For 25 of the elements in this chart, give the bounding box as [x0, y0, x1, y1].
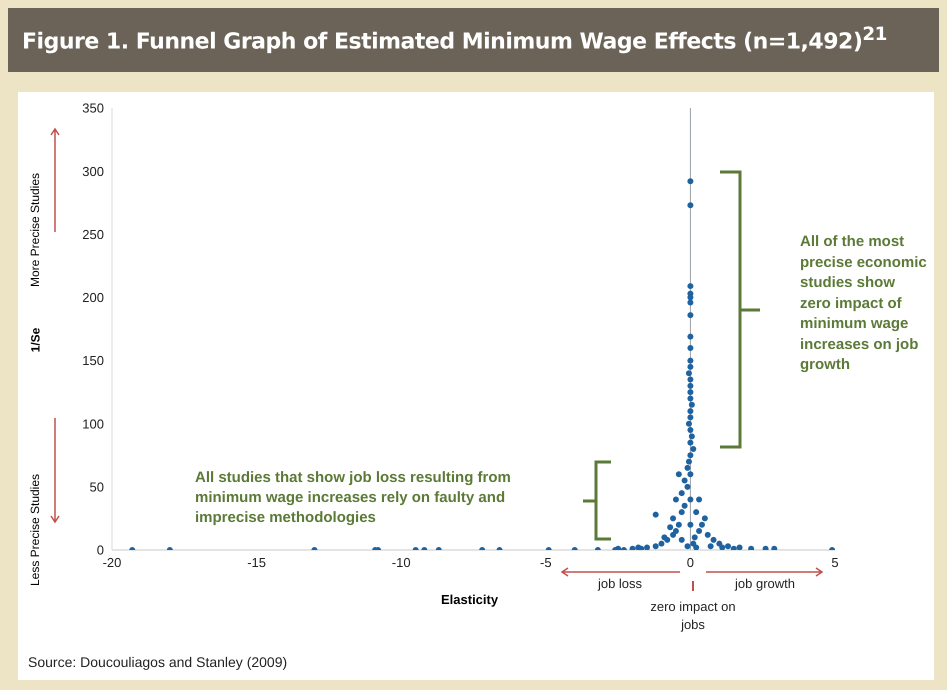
x-tick-label: -20 — [102, 555, 122, 570]
text: job growth — [734, 576, 796, 591]
text: job loss — [596, 576, 644, 591]
y-tick-label: 0 — [96, 542, 104, 558]
text: zero impact on jobs — [649, 598, 737, 634]
y-tick-label: 100 — [82, 416, 104, 432]
y-tick-label: 200 — [82, 290, 104, 306]
x-tick-label: -5 — [540, 555, 552, 570]
x-tick-label: 0 — [686, 555, 694, 570]
y-tick-label: 350 — [82, 100, 104, 116]
annotation: All studies that show job loss resulting from minimum wage increases rely on faulty and imprecise methodologies — [195, 468, 512, 528]
y-tick-label: 300 — [82, 164, 104, 179]
x-axis-title: Elasticity — [441, 592, 498, 607]
source-note: Source: Doucouliagos and Stanley (2009) — [28, 654, 288, 670]
annotation: All of the most precise economic studies show zero impact of minimum wage increases on job growth — [800, 232, 928, 375]
x-tick-label: -10 — [392, 555, 411, 570]
text: Less Precise Studies — [28, 474, 42, 586]
y-tick-label: 50 — [90, 479, 104, 494]
x-tick-label: -15 — [247, 555, 266, 570]
text: More Precise Studies — [28, 172, 42, 288]
y-axis-title: 1/Se — [28, 328, 42, 352]
y-tick-label: 150 — [82, 353, 104, 368]
chart-title: Figure 1. Funnel Graph of Estimated Minimum Wage Effects (n=1,492)$^{21}$ — [22, 24, 887, 54]
x-tick-label: 5 — [831, 555, 839, 570]
y-tick-label: 250 — [82, 226, 104, 242]
